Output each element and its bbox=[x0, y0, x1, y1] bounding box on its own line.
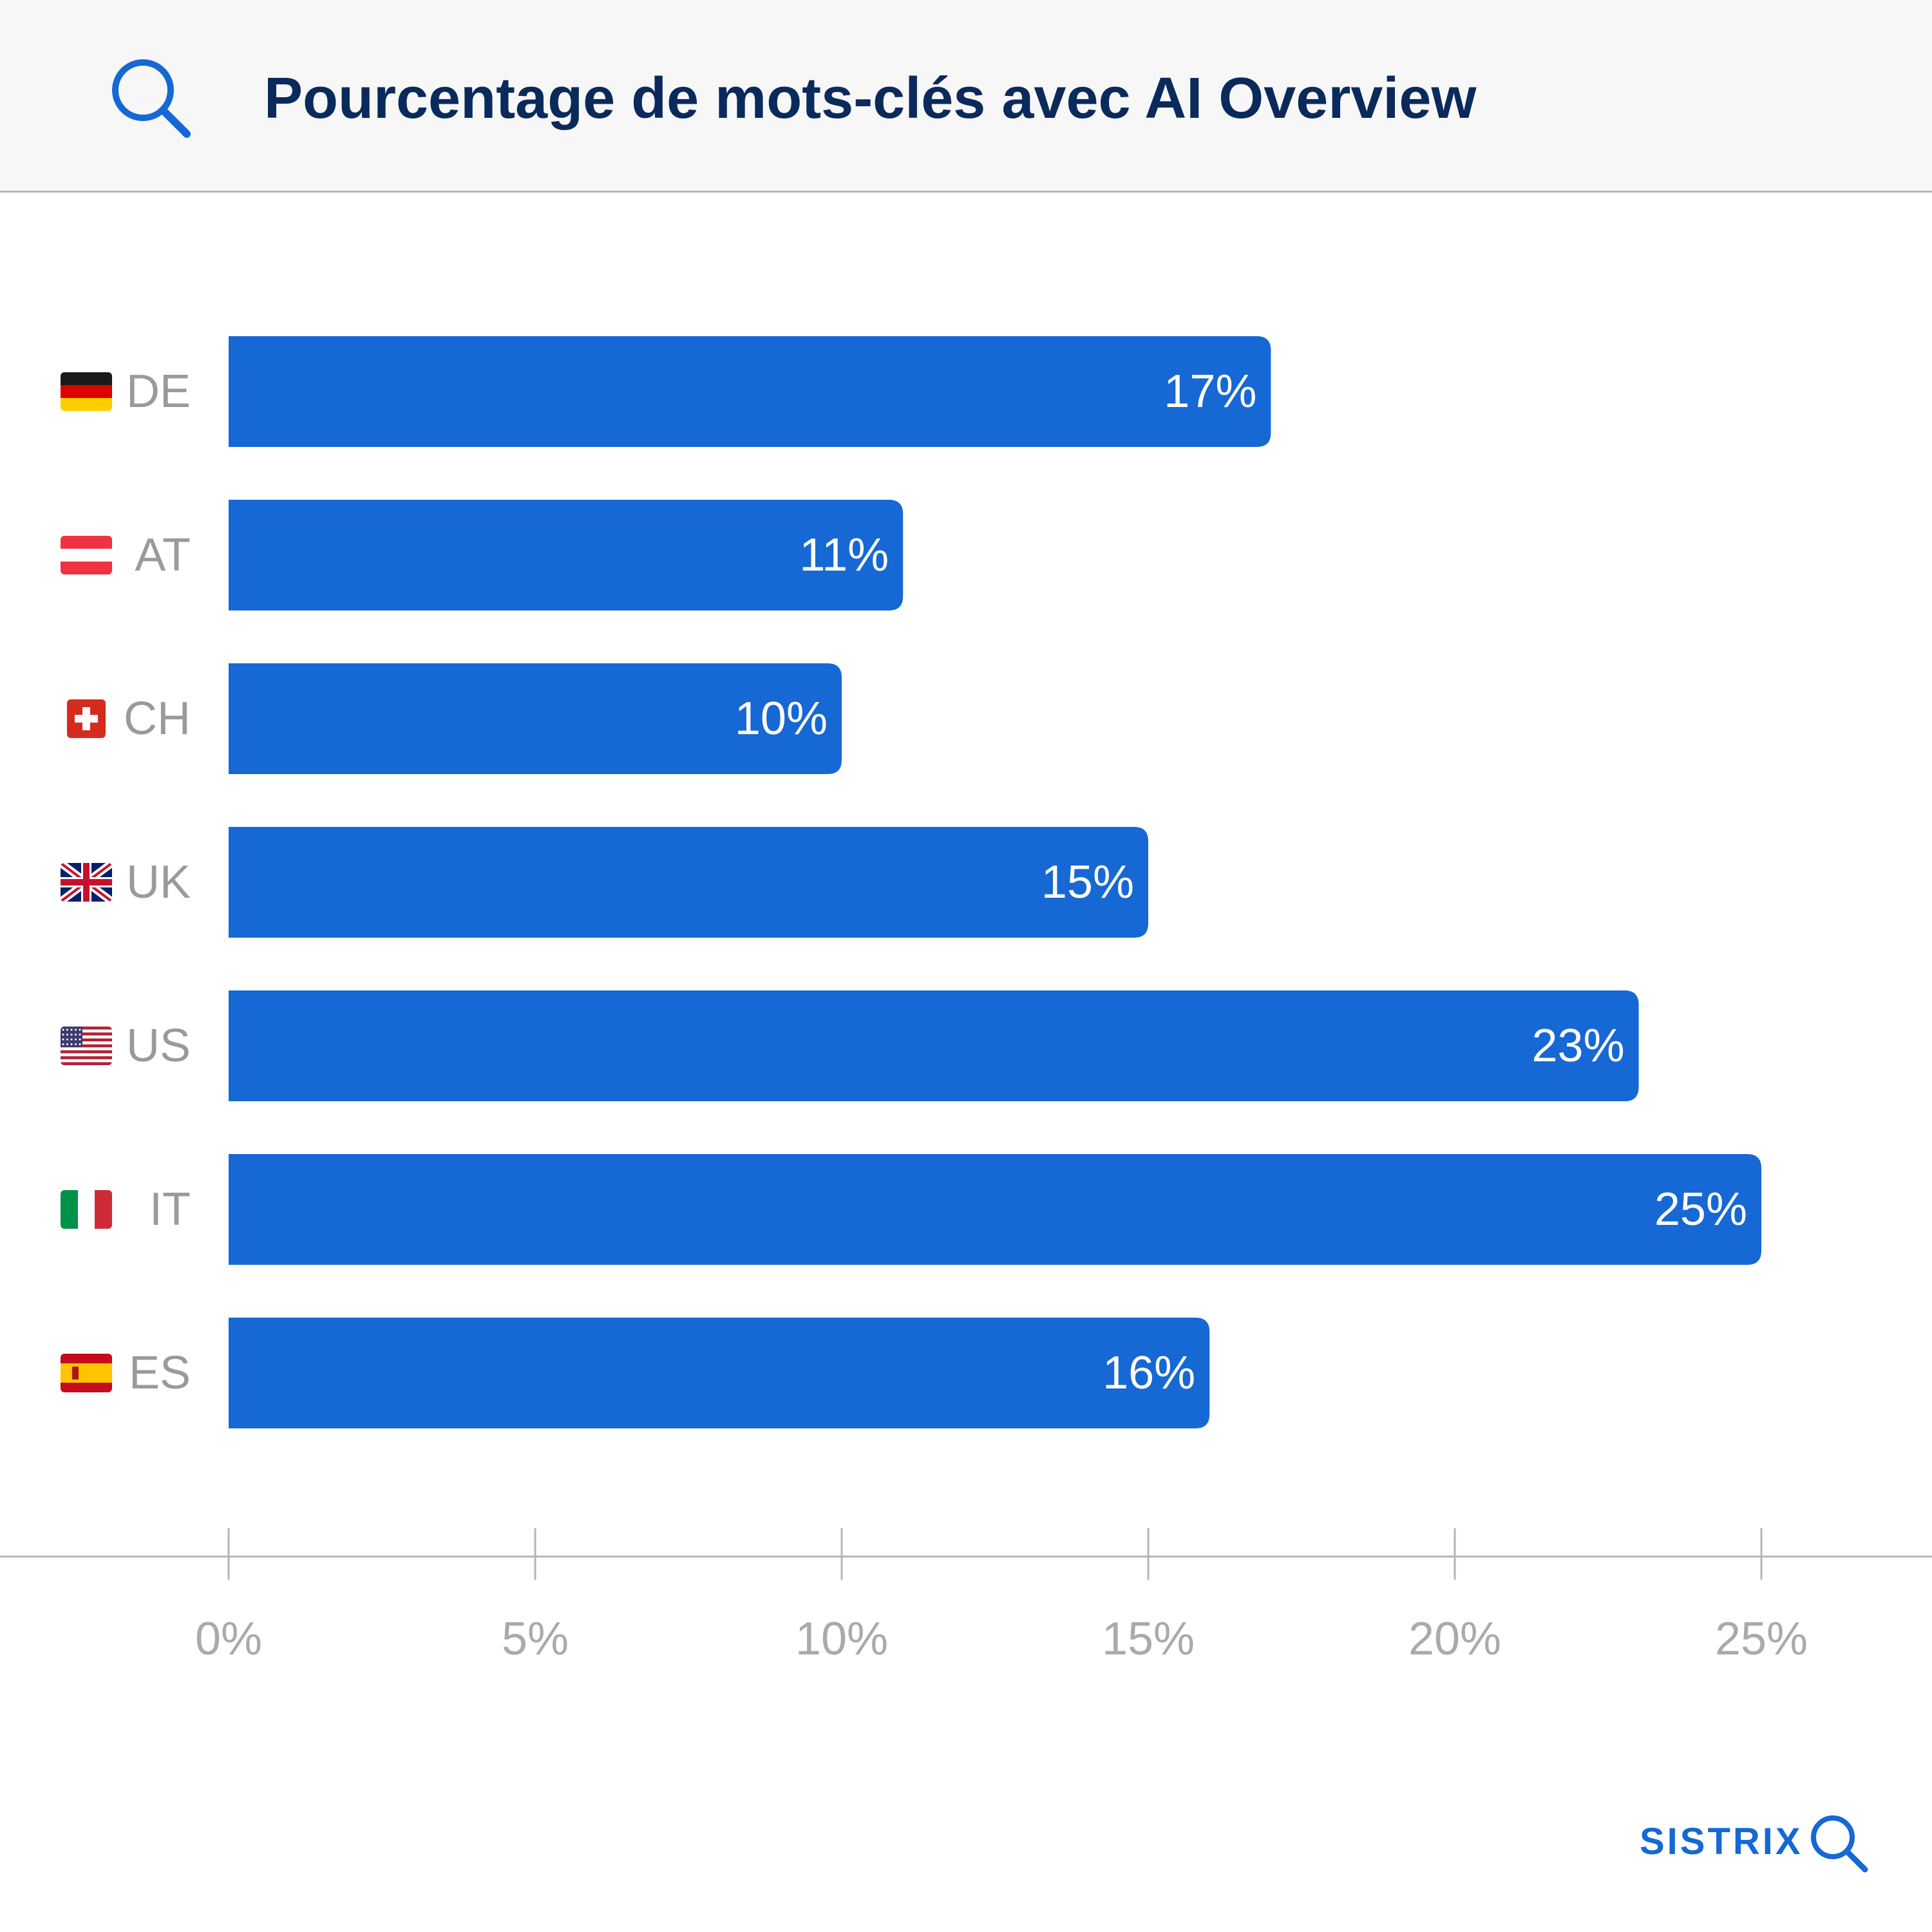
bar-it bbox=[229, 1154, 1761, 1265]
bar-de bbox=[229, 336, 1271, 447]
italy-flag-icon bbox=[61, 1190, 112, 1229]
chart-title: Pourcentage de mots-clés avec AI Overvie… bbox=[264, 66, 1477, 131]
uk-flag-icon bbox=[61, 863, 112, 902]
bar-row-de: 17% DE bbox=[61, 336, 1271, 447]
us-flag-icon bbox=[61, 1027, 112, 1065]
category-label: US bbox=[126, 1020, 191, 1072]
x-tick-label: 10% bbox=[795, 1613, 888, 1665]
category-label: IT bbox=[149, 1184, 191, 1235]
bar-value-label: 17% bbox=[1164, 366, 1256, 417]
bar-row-it: 25% IT bbox=[61, 1154, 1761, 1265]
x-tick-label: 20% bbox=[1408, 1613, 1501, 1665]
bar-us bbox=[229, 990, 1639, 1101]
bar-ch bbox=[229, 663, 842, 774]
bar-row-es: 16% ES bbox=[61, 1318, 1210, 1428]
bar-row-at: 11% AT bbox=[61, 500, 904, 611]
germany-flag-icon bbox=[61, 372, 112, 411]
bar-value-label: 15% bbox=[1041, 857, 1134, 908]
category-label: UK bbox=[126, 857, 191, 908]
bar-es bbox=[229, 1318, 1210, 1428]
bar-row-uk: 15% UK bbox=[61, 827, 1148, 938]
x-tick-label: 5% bbox=[502, 1613, 569, 1665]
sistrix-logo: SISTRIX bbox=[1640, 1806, 1884, 1877]
bar-uk bbox=[229, 827, 1148, 938]
bar-row-us: 23% US bbox=[61, 990, 1639, 1101]
sistrix-search-icon bbox=[1811, 1815, 1868, 1873]
chart-header: Pourcentage de mots-clés avec AI Overvie… bbox=[0, 0, 1932, 193]
bar-value-label: 10% bbox=[735, 693, 828, 744]
category-label: ES bbox=[129, 1347, 191, 1399]
bar-value-label: 16% bbox=[1103, 1347, 1195, 1399]
x-tick-label: 25% bbox=[1715, 1613, 1808, 1665]
bar-row-ch: 10% CH bbox=[67, 663, 842, 774]
x-tick-label: 15% bbox=[1102, 1613, 1195, 1665]
category-label: AT bbox=[135, 529, 191, 581]
austria-flag-icon bbox=[61, 536, 112, 574]
bar-value-label: 23% bbox=[1531, 1020, 1624, 1072]
brand-name: SISTRIX bbox=[1640, 1821, 1803, 1862]
x-tick-label: 0% bbox=[195, 1613, 262, 1665]
switzerland-flag-icon bbox=[67, 699, 106, 738]
bar-value-label: 25% bbox=[1654, 1184, 1747, 1235]
category-label: CH bbox=[124, 693, 191, 744]
spain-flag-icon bbox=[61, 1354, 112, 1392]
bar-value-label: 11% bbox=[799, 529, 889, 581]
search-icon bbox=[112, 59, 191, 138]
category-label: DE bbox=[126, 366, 191, 417]
bar-at bbox=[229, 500, 904, 611]
